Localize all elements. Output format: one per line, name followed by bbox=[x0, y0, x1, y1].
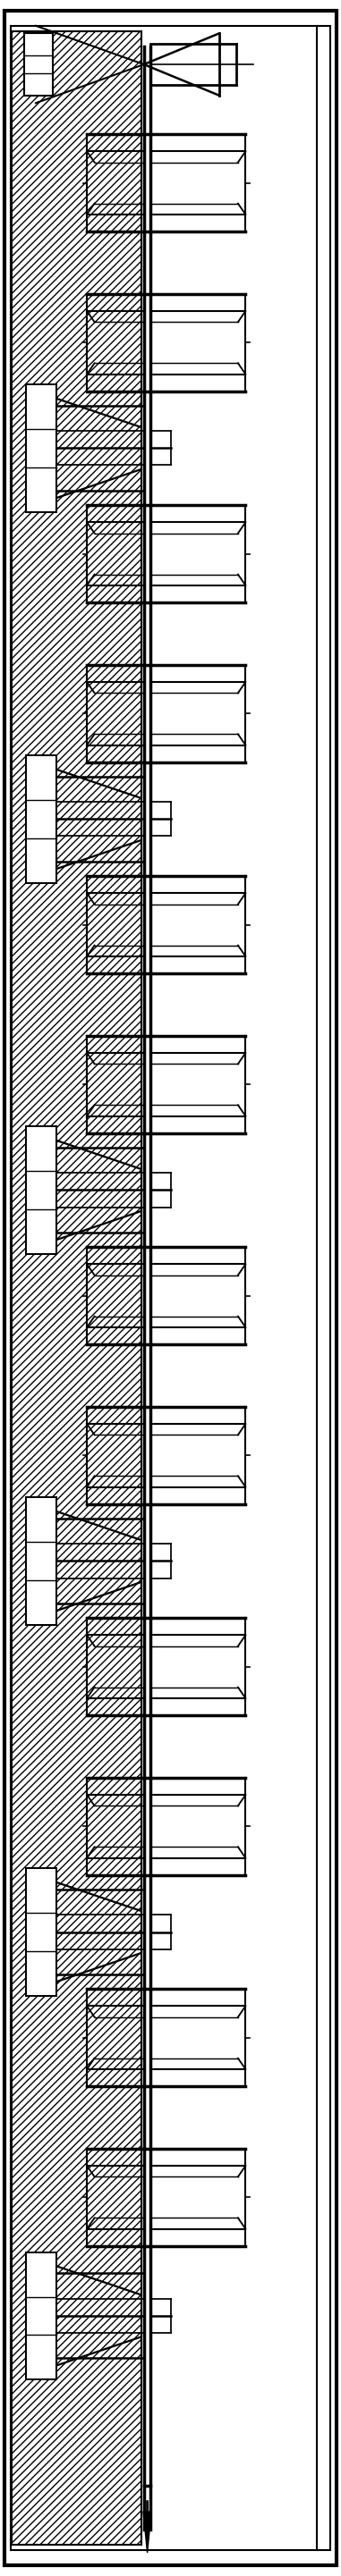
Bar bbox=[26, 1126, 56, 1255]
Bar bbox=[24, 33, 53, 95]
Bar bbox=[12, 31, 142, 2545]
Bar bbox=[26, 1497, 56, 1625]
Bar bbox=[26, 1868, 56, 1996]
Bar bbox=[26, 2251, 56, 2380]
Polygon shape bbox=[143, 2512, 151, 2553]
Bar bbox=[26, 755, 56, 884]
Bar bbox=[26, 384, 56, 513]
